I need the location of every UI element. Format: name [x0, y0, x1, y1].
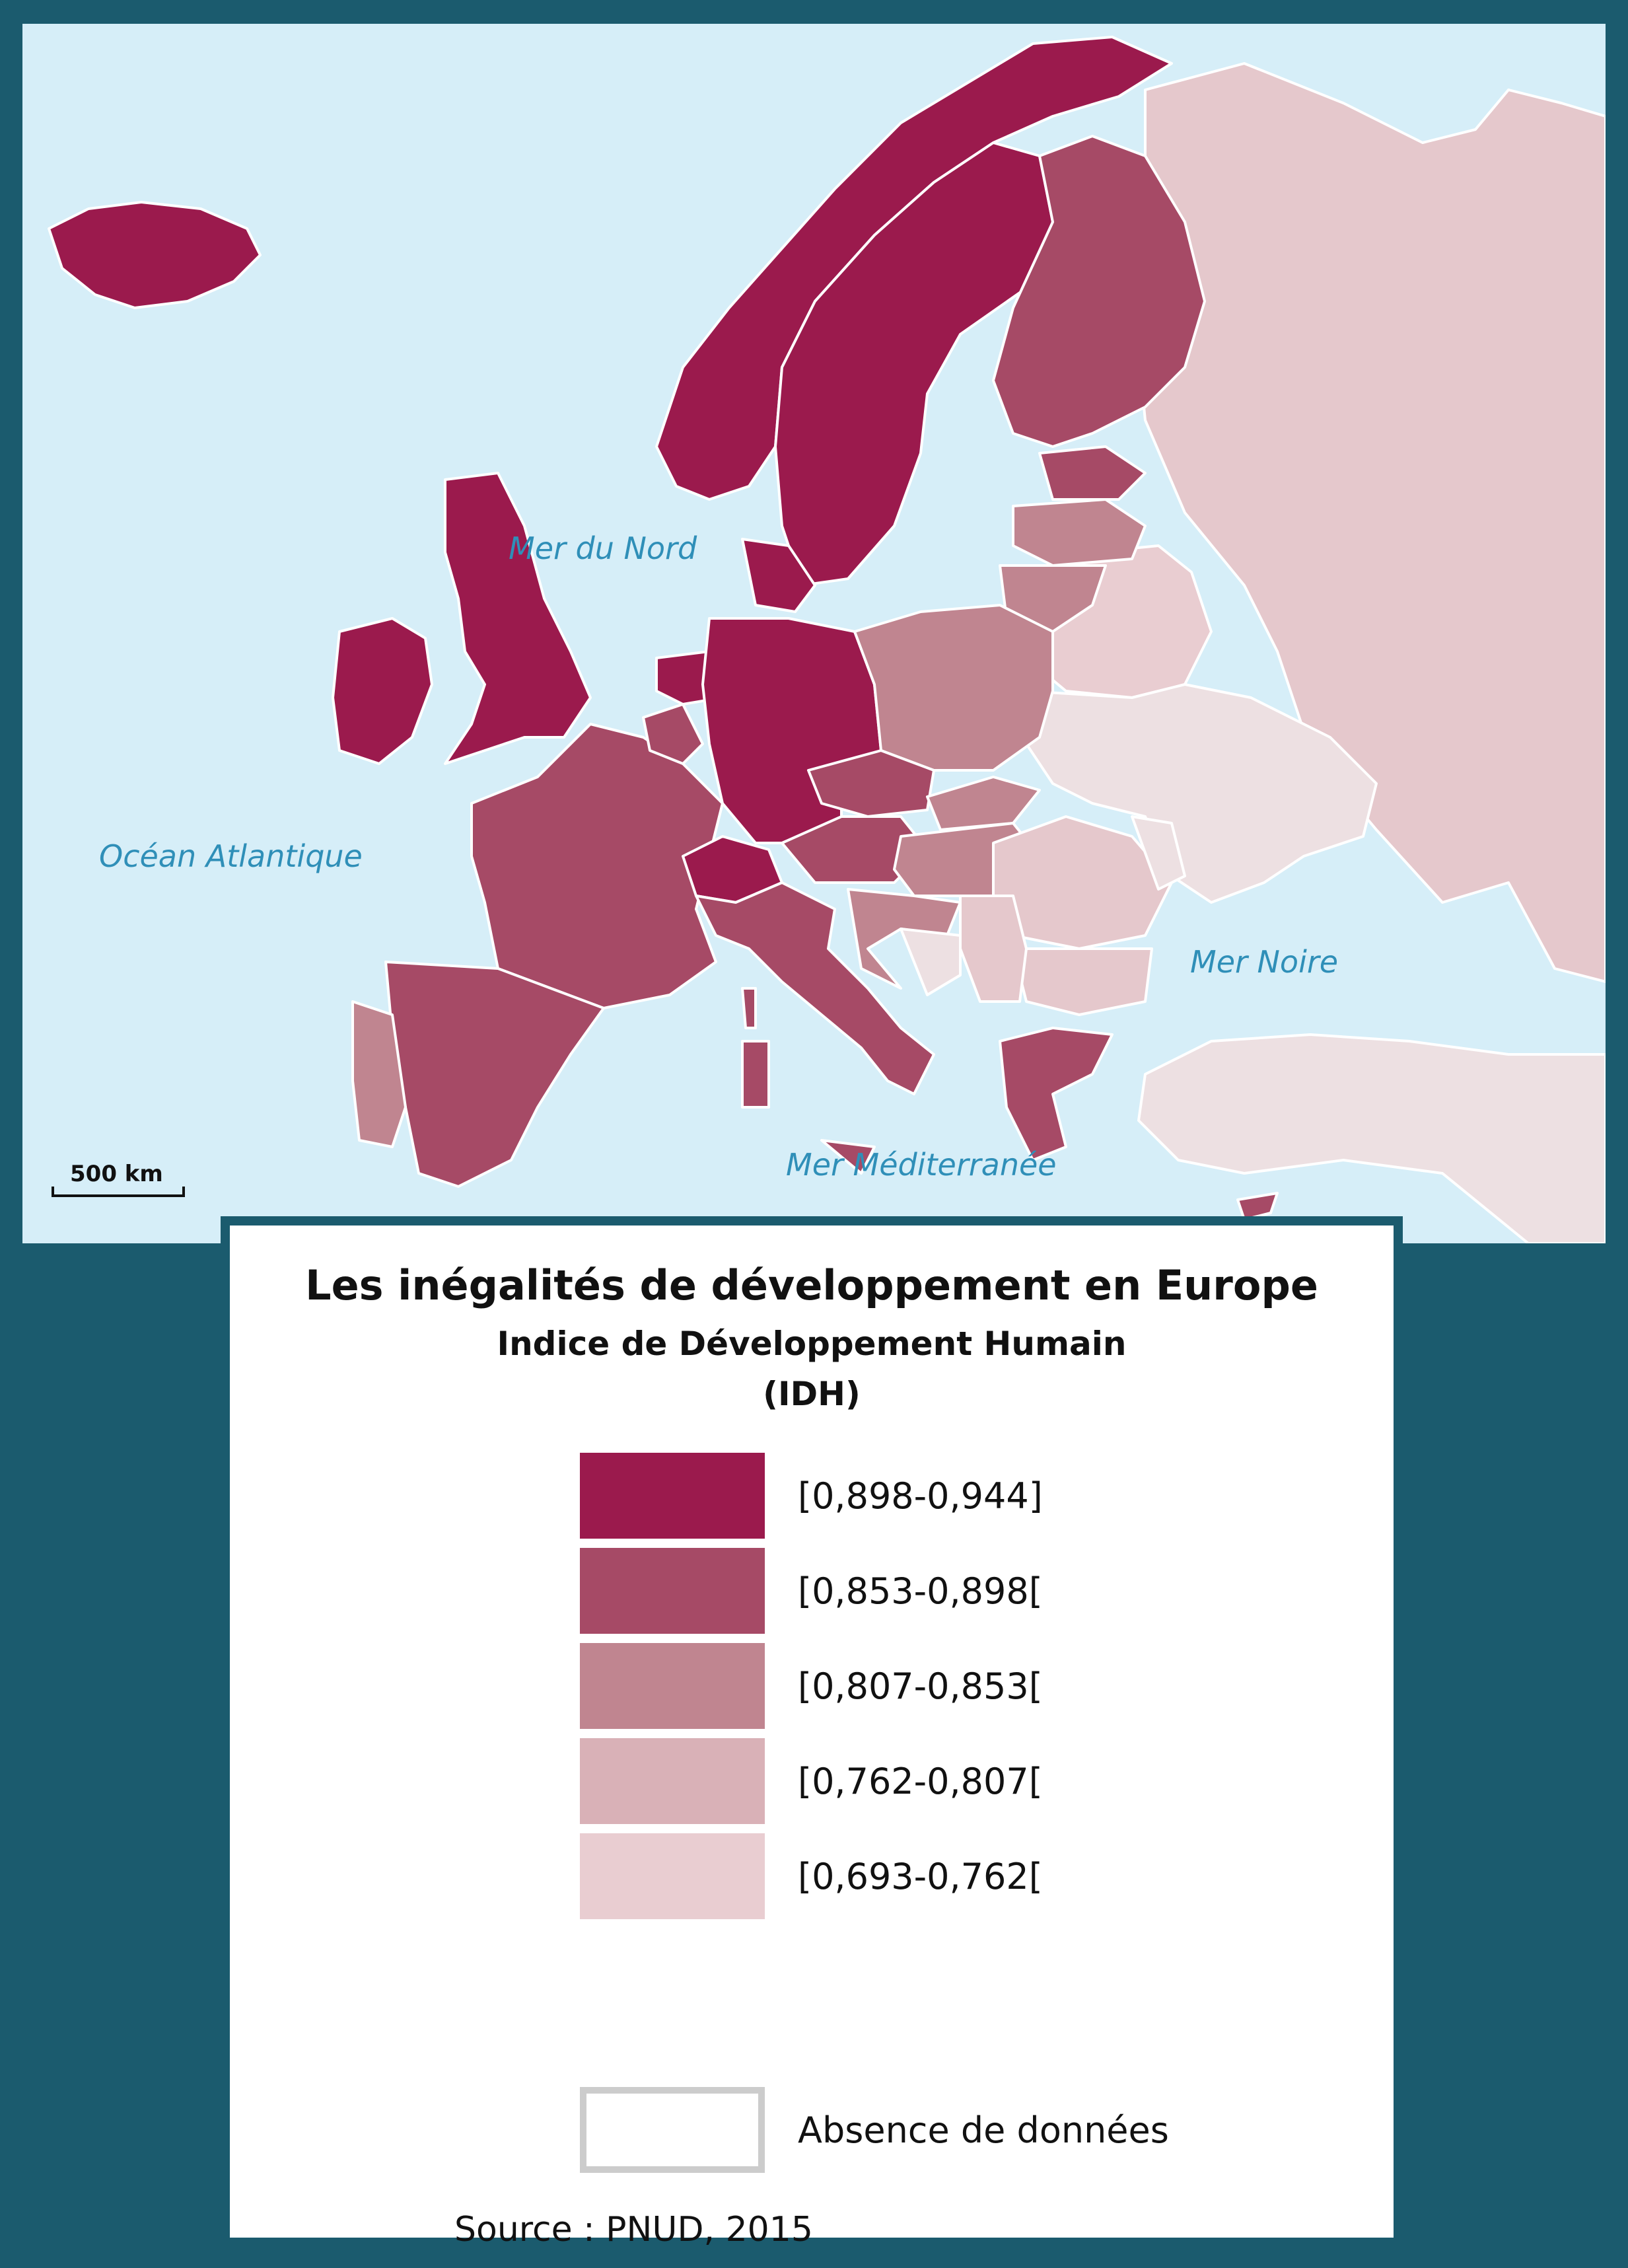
country-sardinia: [741, 1040, 770, 1109]
country-turkey: [1137, 1033, 1606, 1243]
country-poland: [853, 604, 1054, 772]
country-bosnia: [900, 928, 962, 996]
label-black-sea: Mer Noire: [1190, 944, 1338, 980]
country-bulgaria: [1012, 947, 1153, 1016]
country-ireland: [332, 617, 433, 765]
legend-class-label: [0,853-0,898[: [798, 1570, 1043, 1612]
country-france: [470, 723, 724, 1009]
legend-class-label: [0,693-0,762[: [798, 1856, 1043, 1897]
legend-panel: Les inégalités de développement en Europ…: [221, 1216, 1403, 2250]
label-mediterranean-sea: Mer Méditerranée: [786, 1147, 1057, 1183]
legend-class-swatch: [580, 1643, 765, 1729]
legend-no-data-label: Absence de données: [798, 2109, 1169, 2151]
legend-class-swatch: [580, 1453, 765, 1539]
label-north-sea: Mer du Nord: [509, 530, 697, 566]
country-sicily: [820, 1139, 876, 1175]
country-moldova: [1131, 815, 1186, 891]
country-denmark: [741, 538, 816, 613]
country-belgium: [642, 703, 704, 765]
legend-no-data-swatch: [580, 2087, 765, 2173]
country-italy: [695, 881, 935, 1095]
legend-subtitle: Indice de Développement Humain: [497, 1325, 1127, 1363]
scale-bar: 500 km: [52, 1161, 185, 1197]
country-finland: [992, 135, 1206, 448]
legend-class-swatch: [580, 1738, 765, 1824]
scale-label: 500 km: [70, 1161, 163, 1187]
legend-class-label: [0,898-0,944]: [798, 1475, 1043, 1517]
country-corsica: [741, 987, 757, 1029]
map: Mer du Nord Océan Atlantique Mer Noire M…: [22, 24, 1606, 1243]
legend-class-label: [0,762-0,807[: [798, 1761, 1043, 1802]
europe-map-svg: Mer du Nord Océan Atlantique Mer Noire M…: [22, 24, 1606, 1243]
country-greece: [999, 1027, 1114, 1161]
country-cyprus: [1236, 1192, 1279, 1221]
country-estonia: [1038, 445, 1147, 501]
legend-title: Les inégalités de développement en Europ…: [305, 1261, 1318, 1309]
legend-class-label: [0,807-0,853[: [798, 1665, 1043, 1707]
label-atlantic-ocean: Océan Atlantique: [99, 838, 363, 874]
country-norway: [655, 36, 1173, 501]
country-ukraine: [1025, 683, 1378, 904]
country-latvia: [1012, 498, 1147, 567]
country-portugal: [351, 1000, 407, 1148]
country-slovakia: [926, 776, 1041, 831]
legend-class-swatch: [580, 1833, 765, 1919]
country-czech-republic: [807, 749, 935, 818]
legend-class-swatch: [580, 1548, 765, 1634]
legend-source: Source : PNUD, 2015: [454, 2210, 813, 2250]
country-russia: [1131, 62, 1606, 983]
country-united-kingdom: [444, 472, 592, 765]
legend-unit: (IDH): [763, 1375, 861, 1413]
country-iceland: [48, 201, 262, 309]
